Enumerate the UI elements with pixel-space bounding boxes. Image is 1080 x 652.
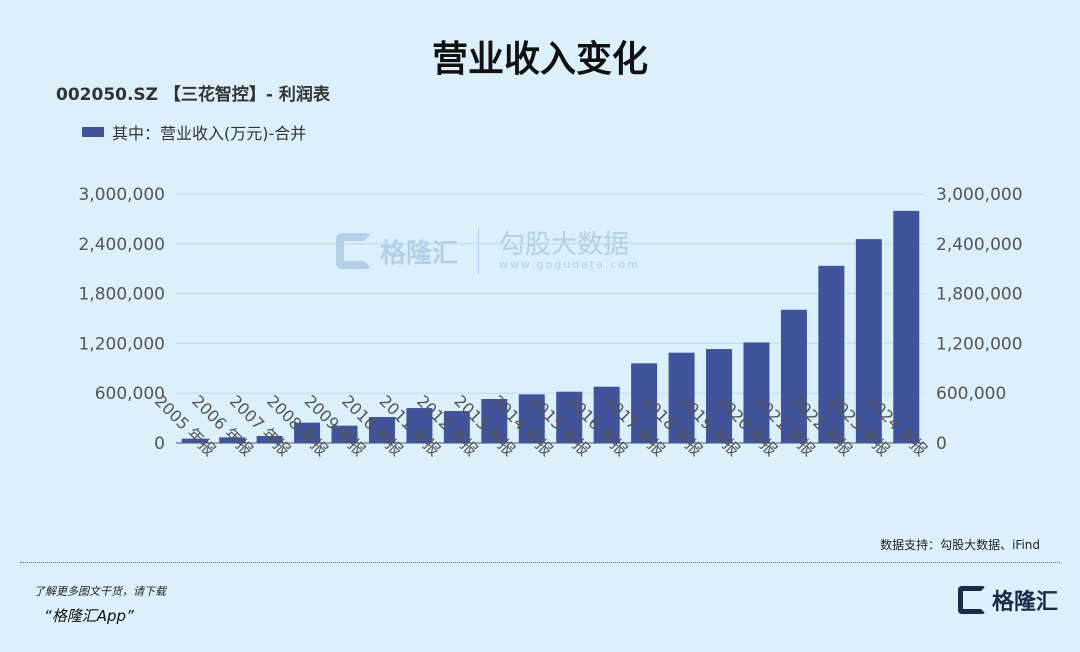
bar xyxy=(743,342,770,443)
bar xyxy=(406,408,433,443)
footer-divider xyxy=(20,562,1060,563)
y-tick-label-right: 3,000,000 xyxy=(936,185,1023,205)
bar xyxy=(443,411,470,443)
bar xyxy=(780,309,807,443)
bar xyxy=(256,436,283,443)
bar xyxy=(368,417,395,443)
bar xyxy=(294,422,321,443)
y-tick-label-right: 1,800,000 xyxy=(936,285,1023,305)
watermark-right: 勾股大数据 www.gogudata.com xyxy=(499,232,640,271)
bar xyxy=(518,394,545,443)
bar xyxy=(481,399,508,443)
legend-label: 其中：营业收入(万元)-合并 xyxy=(112,124,307,143)
bar xyxy=(668,352,695,443)
data-source: 数据支持：勾股大数据、iFind xyxy=(880,538,1040,552)
bar xyxy=(855,239,882,443)
bar xyxy=(556,391,583,443)
promo-text: 了解更多图文干货，请下载 xyxy=(34,585,166,598)
y-tick-label-left: 600,000 xyxy=(95,384,165,404)
bar xyxy=(331,425,358,443)
chart-title: 营业收入变化 xyxy=(431,39,648,80)
y-tick-label-right: 1,200,000 xyxy=(936,334,1023,354)
bar xyxy=(631,363,658,443)
bar xyxy=(706,349,733,443)
watermark-brand2: 勾股大数据 xyxy=(499,229,630,260)
bar xyxy=(893,210,920,443)
gelonghui-logo-icon xyxy=(958,586,986,614)
bar xyxy=(219,437,246,443)
bar xyxy=(181,438,208,443)
y-tick-label-left: 0 xyxy=(154,434,165,454)
y-tick-label-right: 2,400,000 xyxy=(936,235,1023,255)
bar xyxy=(593,386,620,443)
gelonghui-logo-icon xyxy=(336,233,372,269)
y-tick-label-left: 3,000,000 xyxy=(78,185,165,205)
legend-swatch xyxy=(82,127,104,137)
y-tick-label-right: 600,000 xyxy=(936,384,1006,404)
logo-text: 格隆汇 xyxy=(992,590,1059,615)
chart-subtitle: 002050.SZ 【三花智控】- 利润表 xyxy=(56,85,330,105)
watermark-separator xyxy=(478,228,480,274)
legend: 其中：营业收入(万元)-合并 xyxy=(82,120,306,144)
promo-app: “格隆汇App” xyxy=(44,607,134,625)
bar xyxy=(818,265,845,443)
y-tick-label-left: 1,800,000 xyxy=(78,285,165,305)
y-tick-label-left: 1,200,000 xyxy=(78,334,165,354)
watermark-url: www.gogudata.com xyxy=(499,257,640,271)
footer-logo: 格隆汇 xyxy=(958,584,1058,616)
y-tick-label-left: 2,400,000 xyxy=(78,235,165,255)
y-tick-label-right: 0 xyxy=(936,434,947,454)
